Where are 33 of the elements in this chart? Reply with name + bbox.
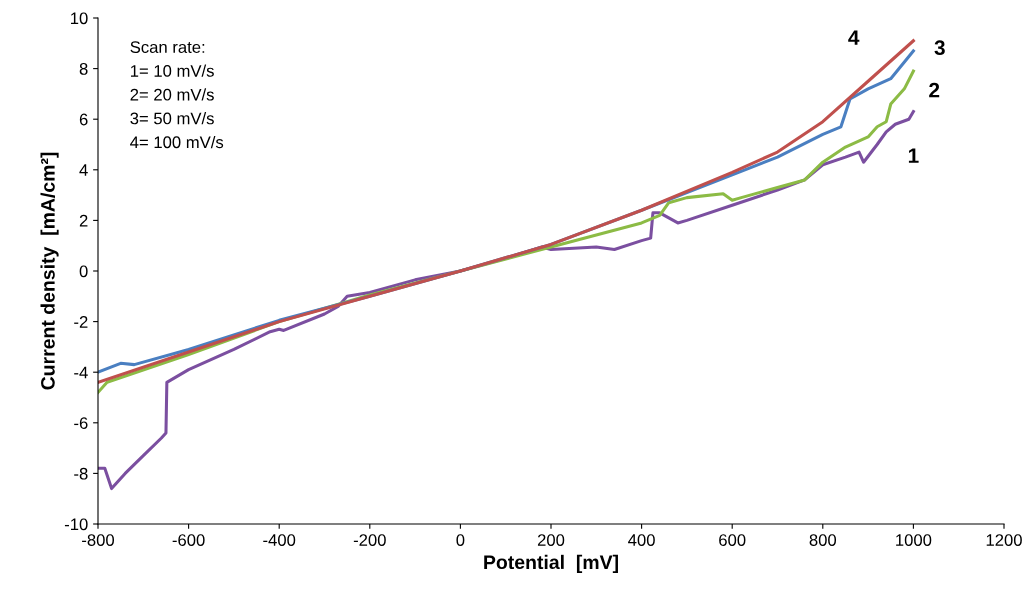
- y-tick-label: 2: [79, 214, 88, 227]
- x-tick-label: 600: [719, 534, 746, 546]
- annotation: Scan rate:: [130, 41, 205, 54]
- annotation: 1= 10 mV/s: [130, 64, 214, 77]
- y-tick-label: -2: [74, 316, 88, 328]
- y-tick-label: 4: [79, 164, 88, 176]
- x-tick-label: 0: [456, 534, 465, 546]
- x-tick-label: 1200: [986, 534, 1022, 546]
- y-axis-title: Current density [mA/cm²]: [40, 152, 59, 390]
- y-tick-label: -8: [74, 467, 88, 480]
- x-tick-label: -400: [263, 534, 296, 546]
- y-tick-label: -6: [74, 417, 88, 429]
- series-label: 2: [929, 82, 940, 98]
- x-tick-label: 200: [537, 534, 565, 546]
- series-label: 3: [934, 40, 945, 56]
- annotation: 3= 50 mV/s: [130, 112, 214, 125]
- x-tick-label: 800: [809, 534, 837, 546]
- y-tick-label: -10: [64, 518, 88, 531]
- series-label: 4: [848, 30, 860, 45]
- x-tick-label: -200: [353, 534, 386, 546]
- y-tick-label: 0: [79, 265, 88, 278]
- y-tick-label: 8: [79, 63, 88, 75]
- annotation: 4= 100 mV/s: [130, 135, 224, 149]
- series-label: 1: [908, 148, 919, 163]
- x-tick-label: 400: [628, 534, 655, 546]
- x-tick-label: -600: [172, 534, 205, 546]
- y-tick-label: 10: [71, 12, 88, 25]
- x-axis-title: Potential [mV]: [484, 554, 618, 573]
- annotation: 2= 20 mV/s: [130, 88, 214, 101]
- y-tick-label: 6: [79, 113, 88, 126]
- y-tick-label: -4: [74, 366, 88, 379]
- x-tick-label: 1000: [896, 534, 932, 546]
- x-tick-label: -800: [82, 534, 115, 546]
